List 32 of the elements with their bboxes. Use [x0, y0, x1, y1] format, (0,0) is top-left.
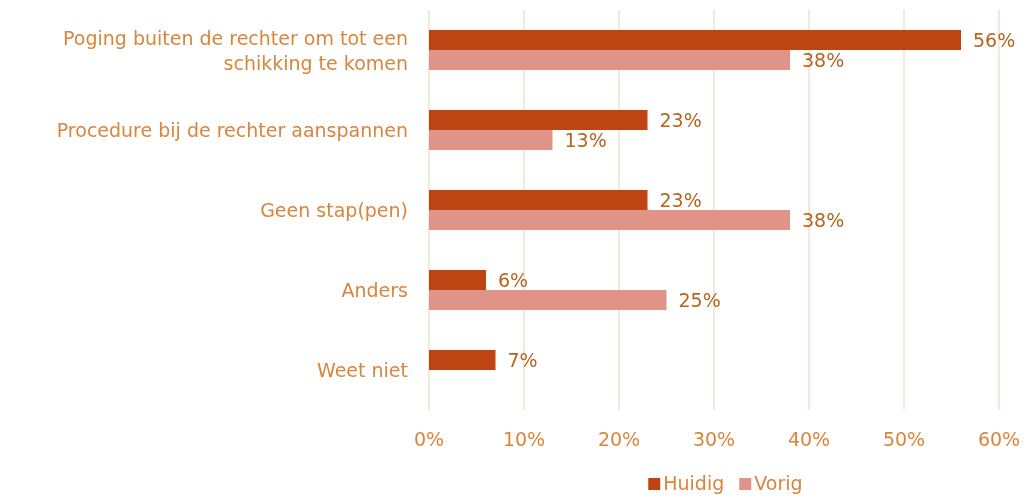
- x-tick-label: 0%: [413, 428, 445, 450]
- data-label: 23%: [659, 109, 702, 131]
- bar: [429, 350, 496, 370]
- bar: [429, 290, 667, 310]
- bar: [429, 50, 790, 70]
- data-label: 13%: [564, 129, 607, 151]
- bar: [429, 210, 790, 230]
- bar: [429, 190, 648, 210]
- data-label: 6%: [498, 269, 529, 291]
- legend-label: Vorig: [754, 472, 803, 494]
- x-tick-label: 10%: [502, 428, 546, 450]
- data-label: 38%: [802, 49, 845, 71]
- x-tick-label: 30%: [692, 428, 736, 450]
- y-tick-label: Procedure bij de rechter aanspannen: [56, 119, 408, 141]
- x-tick-label: 60%: [977, 428, 1021, 450]
- y-tick-label: Poging buiten de rechter om tot een schikking te komen: [63, 26, 408, 74]
- bar: [429, 30, 961, 50]
- data-label: 38%: [802, 209, 845, 231]
- bar: [429, 130, 553, 150]
- bar: [429, 110, 648, 130]
- data-label: 23%: [659, 189, 702, 211]
- y-tick-label: Weet niet: [316, 359, 408, 381]
- y-tick-label: Geen stap(pen): [260, 199, 408, 221]
- y-tick-label: Anders: [341, 279, 408, 301]
- bar: [429, 270, 486, 290]
- data-label: 56%: [973, 29, 1016, 51]
- data-label: 7%: [507, 349, 538, 371]
- legend-label: Huidig: [663, 472, 725, 494]
- x-tick-label: 50%: [882, 428, 926, 450]
- data-label: 25%: [678, 289, 721, 311]
- x-tick-label: 20%: [597, 428, 641, 450]
- x-tick-label: 40%: [787, 428, 831, 450]
